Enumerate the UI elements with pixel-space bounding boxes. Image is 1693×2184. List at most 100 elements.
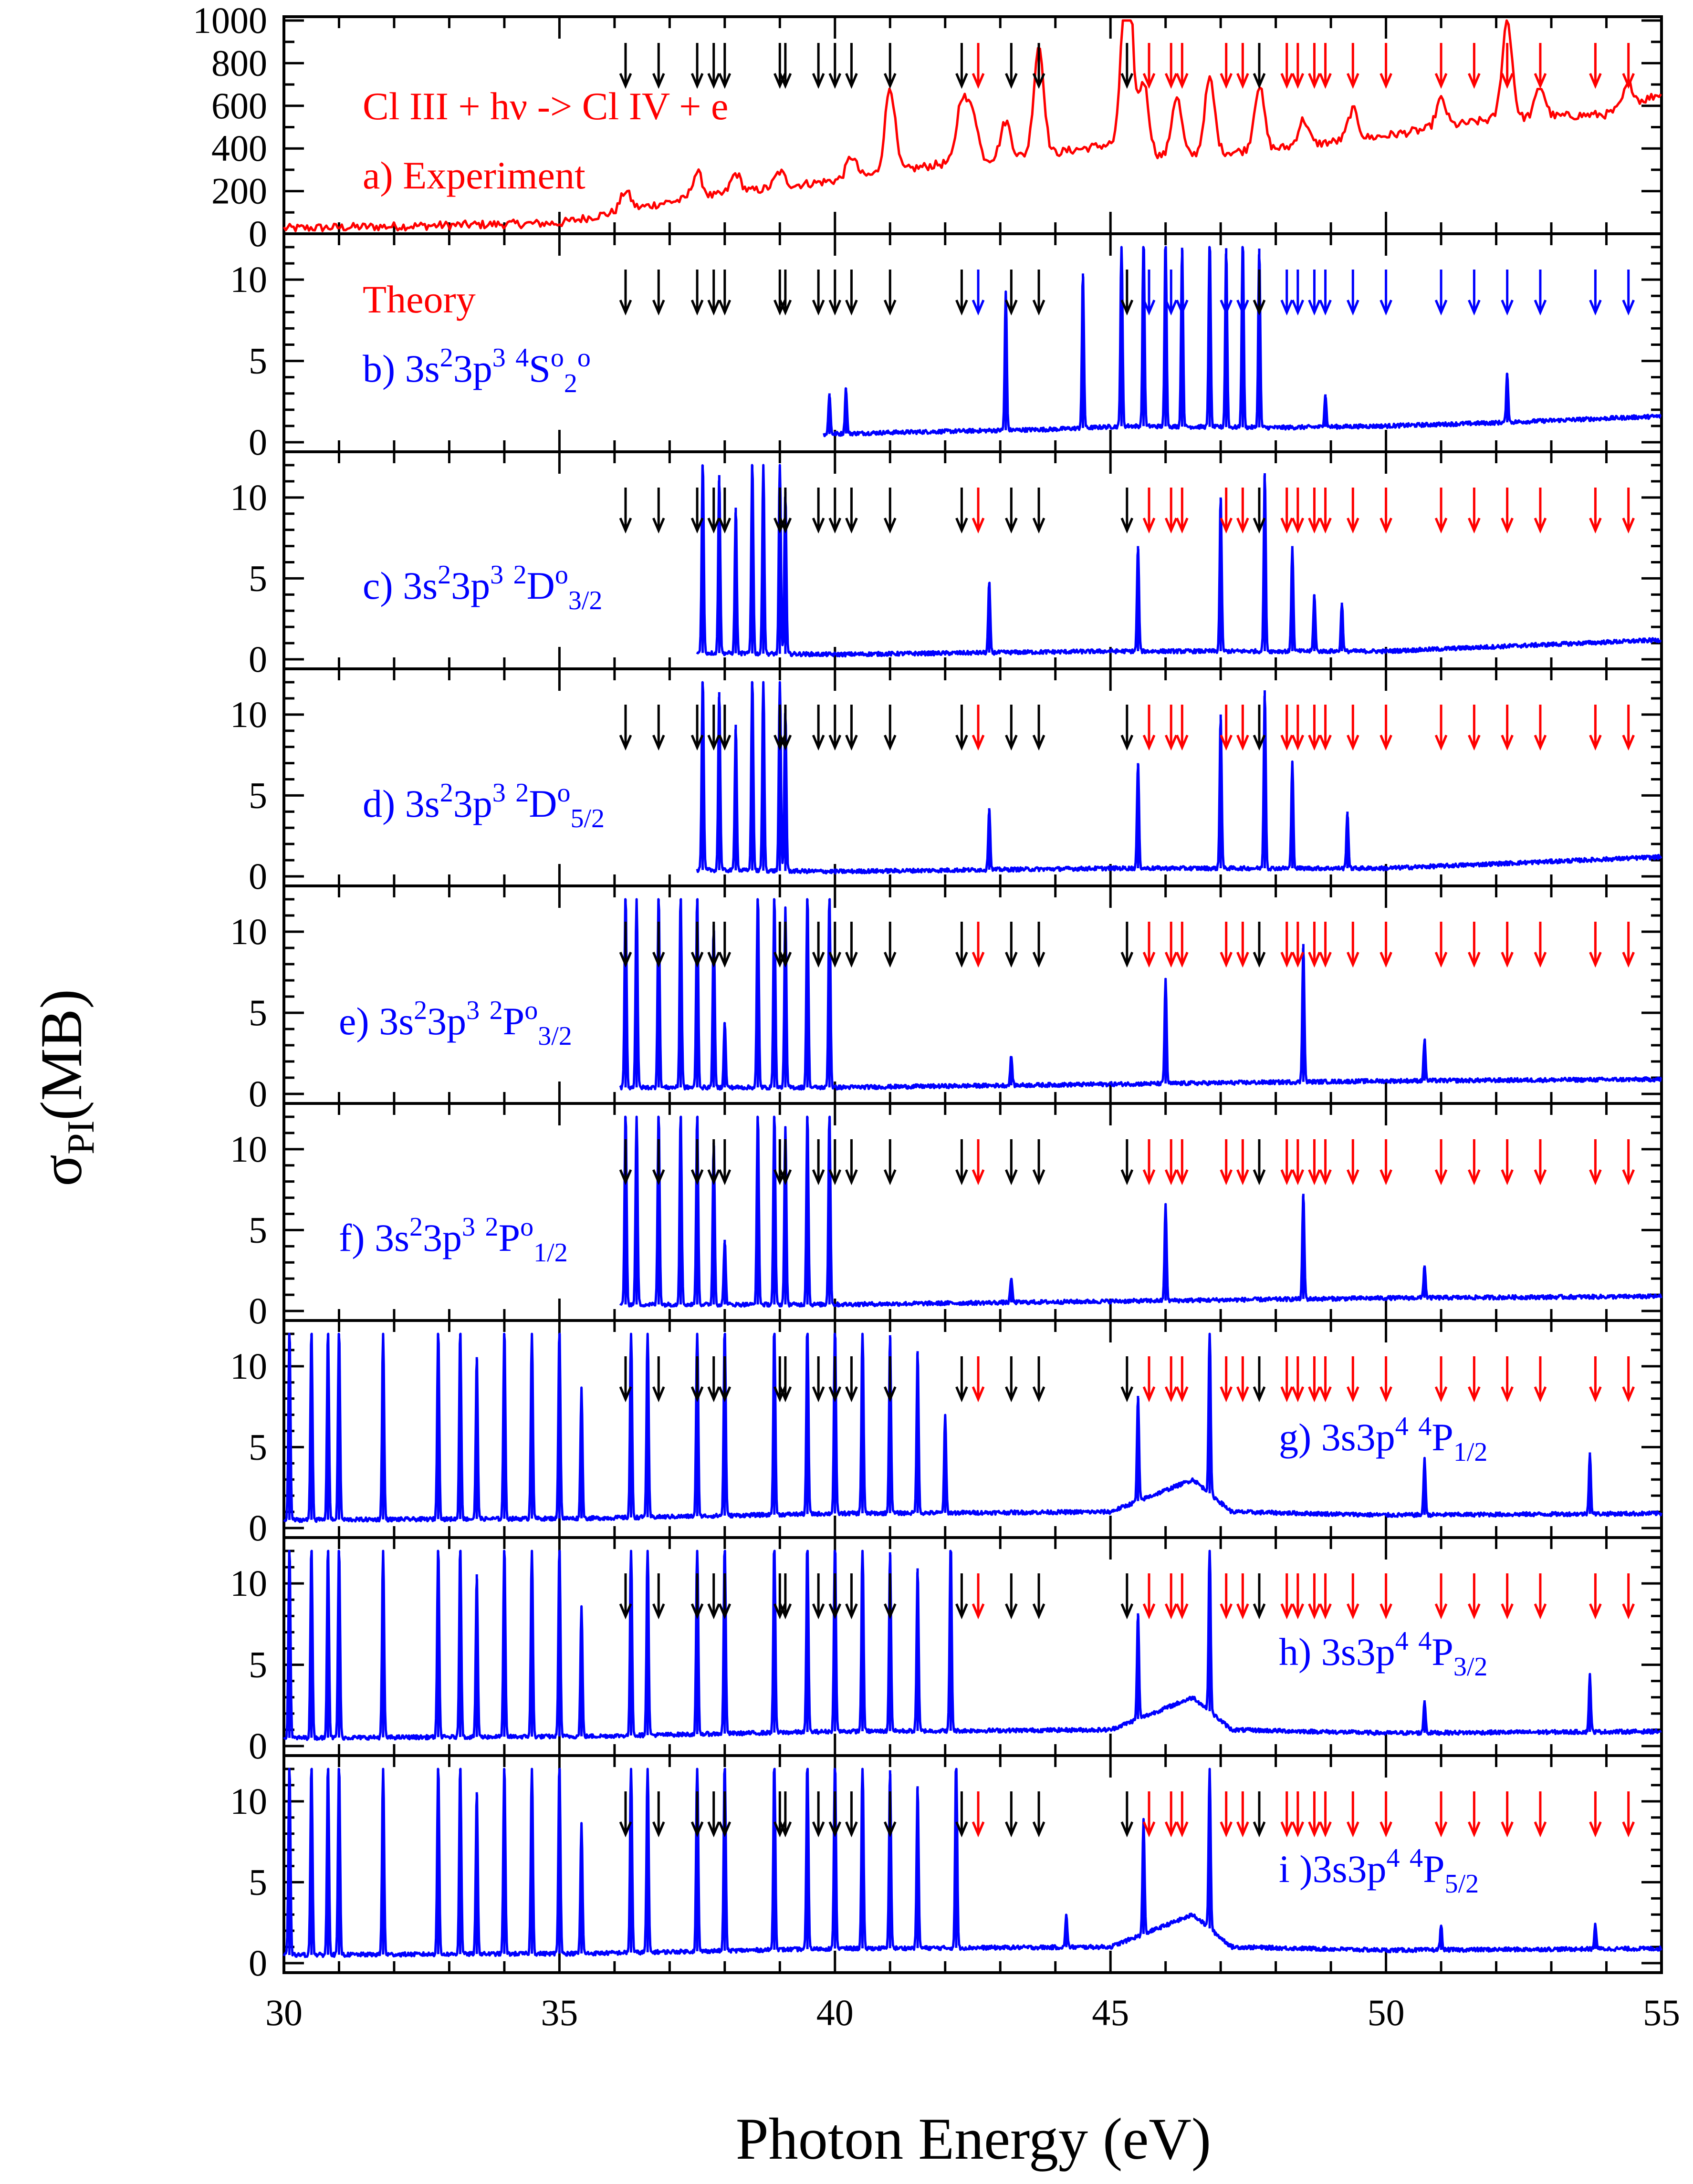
arrow-colored xyxy=(1291,1139,1305,1186)
arrow-colored xyxy=(1434,270,1448,316)
arrow-black xyxy=(828,1791,842,1838)
arrow-black xyxy=(718,270,732,316)
arrow-colored xyxy=(1468,705,1481,751)
panel-c: 0 5 10 c) 3s23p3 2Do3/2 xyxy=(230,450,1663,680)
arrow-colored xyxy=(1319,270,1332,316)
arrow-black xyxy=(1253,1139,1266,1186)
arrow-black xyxy=(779,43,792,89)
arrow-colored xyxy=(1501,488,1514,534)
arrow-black xyxy=(707,1356,721,1403)
arrow-colored xyxy=(1142,1139,1156,1186)
arrow-black xyxy=(773,705,786,751)
arrow-colored xyxy=(1534,270,1547,316)
arrow-colored xyxy=(1589,922,1602,968)
arrow-black xyxy=(707,1573,721,1620)
y-tick-label: 5 xyxy=(249,992,267,1033)
panel-i-frame xyxy=(282,1754,1663,1974)
arrow-black xyxy=(773,488,786,534)
panel-d: 0 5 10 d) 3s23p3 2Do5/2 xyxy=(230,667,1663,897)
arrow-colored xyxy=(1176,1573,1189,1620)
arrow-colored xyxy=(1589,488,1602,534)
arrow-black xyxy=(883,1139,897,1186)
arrow-colored xyxy=(972,43,985,89)
arrow-black xyxy=(1032,1791,1045,1838)
x-tick-label: 45 xyxy=(1092,1992,1129,2033)
x-tick-label: 50 xyxy=(1368,1992,1405,2033)
arrow-colored xyxy=(1319,1573,1332,1620)
arrow-colored xyxy=(1176,488,1189,534)
arrow-colored xyxy=(1220,1139,1233,1186)
series-line-i xyxy=(282,1768,1662,1958)
y-tick-label: 0 xyxy=(249,855,267,897)
arrow-black xyxy=(619,1356,632,1403)
arrow-colored xyxy=(1468,1356,1481,1403)
arrow-colored xyxy=(1236,1356,1249,1403)
arrow-colored xyxy=(1308,922,1321,968)
arrow-colored xyxy=(1501,705,1514,751)
arrow-colored xyxy=(1308,1356,1321,1403)
y-tick-label: 10 xyxy=(230,1780,267,1822)
series-line-b xyxy=(823,246,1662,437)
arrow-colored xyxy=(1468,43,1481,89)
arrow-colored xyxy=(1308,488,1321,534)
x-axis-title: Photon Energy (eV) xyxy=(736,2106,1211,2172)
arrow-black xyxy=(707,270,721,316)
arrow-black xyxy=(718,1139,732,1186)
arrow-colored xyxy=(1534,488,1547,534)
arrow-black xyxy=(812,922,825,968)
arrow-colored xyxy=(1589,1139,1602,1186)
arrow-black xyxy=(883,1573,897,1620)
arrow-black xyxy=(812,1139,825,1186)
arrow-black xyxy=(779,1573,792,1620)
panel-b-label: b) 3s23p3 4So2o xyxy=(363,343,591,398)
arrow-colored xyxy=(1347,922,1359,968)
arrow-black xyxy=(707,922,721,968)
arrow-colored xyxy=(1291,1791,1305,1838)
arrow-black xyxy=(1032,705,1045,751)
y-axis-title-sigma: σ xyxy=(29,1154,94,1186)
series-line-c xyxy=(696,464,1662,658)
arrow-colored xyxy=(1319,1356,1332,1403)
arrow-black xyxy=(955,43,968,89)
arrow-black xyxy=(845,488,858,534)
y-tick-label: 5 xyxy=(249,557,267,599)
arrow-colored xyxy=(1220,43,1233,89)
arrow-black xyxy=(845,43,858,89)
x-tick-label: 35 xyxy=(541,1992,578,2033)
arrow-colored xyxy=(1236,1573,1249,1620)
arrow-black xyxy=(773,1139,786,1186)
arrow-colored xyxy=(1622,705,1635,751)
arrow-black xyxy=(779,922,792,968)
y-tick-label: 0 xyxy=(249,1290,267,1331)
arrow-black xyxy=(1120,43,1134,89)
arrow-colored xyxy=(1589,1356,1602,1403)
arrow-colored xyxy=(1622,43,1635,89)
arrow-colored xyxy=(1291,1356,1305,1403)
y-tick-label: 0 xyxy=(249,1507,267,1549)
arrow-colored xyxy=(1280,43,1294,89)
arrow-black xyxy=(828,1356,842,1403)
arrow-black xyxy=(1032,270,1045,316)
arrow-black xyxy=(955,705,968,751)
arrow-colored xyxy=(1164,43,1178,89)
arrow-colored xyxy=(1534,1356,1547,1403)
arrow-black xyxy=(1120,1573,1134,1620)
arrow-black xyxy=(779,705,792,751)
arrow-colored xyxy=(1468,270,1481,316)
y-tick-label: 800 xyxy=(211,42,267,83)
arrow-black xyxy=(955,270,968,316)
panel-e: 0 5 10 e) 3s23p3 2Po3/2 xyxy=(230,884,1663,1114)
arrow-black xyxy=(619,922,632,968)
y-tick-label: 0 xyxy=(249,421,267,463)
arrow-colored xyxy=(1142,270,1156,316)
panel-h-label: h) 3s3p4 4P3/2 xyxy=(1279,1626,1487,1682)
arrow-colored xyxy=(1164,488,1178,534)
x-tick-label: 30 xyxy=(265,1992,303,2033)
arrow-colored xyxy=(972,1139,985,1186)
panel-i: 0 5 10 i )3s3p4 4P5/2 xyxy=(230,1754,1663,1984)
arrow-colored xyxy=(1589,1791,1602,1838)
arrow-colored xyxy=(1164,270,1178,316)
panel-h: 0 5 10 h) 3s3p4 4P3/2 xyxy=(230,1536,1663,1767)
arrow-black xyxy=(779,1791,792,1838)
